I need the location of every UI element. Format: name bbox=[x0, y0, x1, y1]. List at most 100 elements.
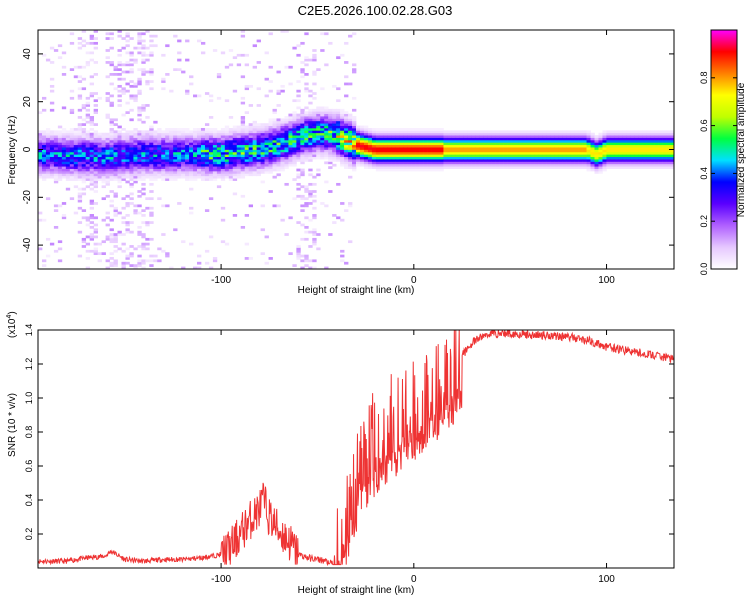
heatmap-cell bbox=[427, 135, 432, 138]
heatmap-cell bbox=[216, 147, 222, 150]
heatmap-cell bbox=[538, 132, 544, 136]
heatmap-cell bbox=[53, 178, 59, 181]
heatmap-cell bbox=[479, 161, 484, 165]
heatmap-cell bbox=[435, 154, 440, 158]
heatmap-cell bbox=[447, 163, 452, 167]
heatmap-cell bbox=[367, 166, 373, 169]
heatmap-cell bbox=[622, 147, 627, 150]
heatmap-cell bbox=[300, 171, 305, 174]
heatmap-cell bbox=[511, 154, 516, 158]
heatmap-cell bbox=[300, 142, 305, 146]
heatmap-cell bbox=[89, 202, 95, 205]
heatmap-cell bbox=[439, 151, 444, 155]
heatmap-cell bbox=[383, 161, 389, 165]
heatmap-cell bbox=[566, 149, 572, 153]
heatmap-cell bbox=[558, 147, 564, 150]
heatmap-cell bbox=[626, 163, 631, 167]
heatmap-cell bbox=[658, 130, 663, 134]
heatmap-cell bbox=[352, 156, 357, 160]
heatmap-cell bbox=[336, 56, 341, 60]
heatmap-cell bbox=[49, 163, 55, 167]
heatmap-cell bbox=[348, 34, 353, 38]
heatmap-cell bbox=[483, 144, 488, 148]
heatmap-cell bbox=[133, 163, 138, 167]
heatmap-cell bbox=[463, 151, 468, 155]
heatmap-cell bbox=[117, 49, 122, 52]
heatmap-cell bbox=[141, 261, 146, 265]
heatmap-cell bbox=[252, 154, 257, 158]
heatmap-cell bbox=[316, 151, 321, 155]
heatmap-cell bbox=[336, 116, 341, 119]
heatmap-cell bbox=[117, 53, 122, 57]
heatmap-cell bbox=[85, 113, 91, 117]
heatmap-cell bbox=[622, 163, 627, 167]
heatmap-cell bbox=[212, 168, 218, 172]
heatmap-cell bbox=[61, 132, 67, 136]
heatmap-cell bbox=[244, 168, 250, 172]
heatmap-cell bbox=[296, 127, 301, 131]
heatmap-cell bbox=[268, 89, 273, 93]
heatmap-cell bbox=[268, 171, 273, 174]
heatmap-cell bbox=[538, 161, 544, 165]
heatmap-cell bbox=[328, 123, 333, 126]
heatmap-cell bbox=[590, 132, 595, 136]
heatmap-cell bbox=[447, 130, 452, 134]
heatmap-cell bbox=[53, 171, 59, 174]
heatmap-cell bbox=[252, 168, 257, 172]
heatmap-cell bbox=[153, 161, 158, 165]
heatmap-cell bbox=[141, 161, 146, 165]
heatmap-cell bbox=[57, 139, 63, 143]
heatmap-cell bbox=[129, 137, 134, 141]
heatmap-cell bbox=[208, 175, 214, 179]
heatmap-cell bbox=[586, 142, 591, 146]
heatmap-cell bbox=[81, 87, 87, 91]
heatmap-cell bbox=[387, 132, 393, 136]
heatmap-cell bbox=[614, 161, 619, 165]
heatmap-cell bbox=[296, 125, 301, 129]
heatmap-cell bbox=[515, 154, 520, 158]
heatmap-cell bbox=[467, 144, 472, 148]
heatmap-cell bbox=[308, 118, 313, 122]
heatmap-cell bbox=[511, 163, 516, 167]
heatmap-cell bbox=[411, 159, 416, 162]
heatmap-cell bbox=[483, 139, 488, 143]
heatmap-cell bbox=[284, 154, 289, 158]
heatmap-cell bbox=[590, 156, 595, 160]
heatmap-cell bbox=[69, 175, 75, 179]
heatmap-cell bbox=[61, 51, 67, 55]
heatmap-cell bbox=[53, 225, 59, 229]
heatmap-cell bbox=[511, 142, 516, 146]
heatmap-cell bbox=[200, 163, 206, 167]
heatmap-cell bbox=[137, 137, 142, 141]
colorbar-ticks: 0.00.20.40.60.8 bbox=[699, 72, 737, 275]
heatmap-cell bbox=[419, 168, 424, 172]
heatmap-cell bbox=[185, 151, 190, 155]
heatmap-cell bbox=[216, 173, 222, 177]
heatmap-cell bbox=[455, 139, 460, 143]
heatmap-cell bbox=[578, 142, 583, 146]
heatmap-cell bbox=[415, 139, 420, 143]
heatmap-cell bbox=[256, 137, 261, 141]
heatmap-cell bbox=[602, 130, 607, 134]
heatmap-cell bbox=[284, 233, 289, 236]
heatmap-cell bbox=[101, 137, 106, 141]
heatmap-cell bbox=[236, 139, 242, 143]
heatmap-cell bbox=[642, 159, 647, 162]
heatmap-cell bbox=[308, 147, 313, 150]
heatmap-cell bbox=[371, 161, 377, 165]
heatmap-cell bbox=[467, 137, 472, 141]
heatmap-cell bbox=[260, 180, 265, 184]
heatmap-cell bbox=[670, 144, 674, 148]
heatmap-cell bbox=[558, 166, 564, 169]
heatmap-cell bbox=[89, 187, 95, 191]
heatmap-cell bbox=[646, 154, 651, 158]
heatmap-cell bbox=[137, 108, 142, 112]
heatmap-cell bbox=[304, 135, 309, 138]
heatmap-cell bbox=[105, 154, 110, 158]
heatmap-cell bbox=[41, 218, 47, 222]
heatmap-cell bbox=[173, 166, 178, 169]
heatmap-cell bbox=[228, 156, 234, 160]
heatmap-cell bbox=[264, 163, 269, 167]
heatmap-cell bbox=[77, 123, 83, 126]
heatmap-cell bbox=[280, 89, 285, 93]
